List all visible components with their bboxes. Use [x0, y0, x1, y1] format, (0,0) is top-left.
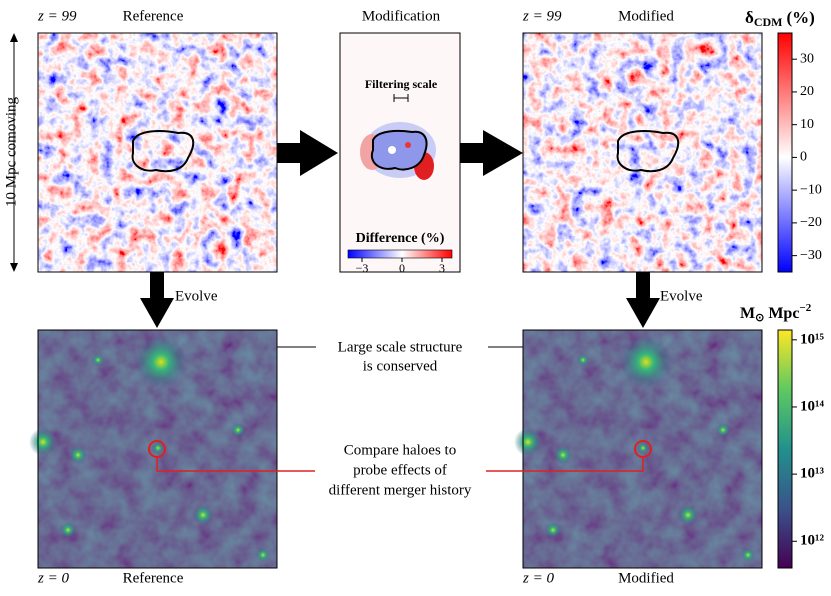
panel-label: Modified: [618, 570, 674, 586]
colorbar-tick-label: 10¹²: [800, 533, 824, 549]
evolve-label: Evolve: [660, 288, 703, 304]
density-colorbar: [777, 32, 793, 273]
panel-label: Reference: [123, 570, 184, 586]
colorbar-tick-label: 20: [800, 84, 814, 99]
colorbar-tick-label: 10¹³: [800, 466, 824, 482]
scale-label: 10 Mpc comoving: [3, 97, 19, 207]
redshift: z = 99: [37, 8, 77, 24]
colorbar-tick-label: −30: [800, 248, 822, 263]
subscript: ⊙: [755, 312, 764, 324]
symbol: δ: [745, 8, 754, 27]
unit: (%): [787, 8, 815, 27]
difference-label: Difference (%): [356, 231, 445, 246]
annotation: probe effects of: [353, 462, 447, 478]
colorbar-tick-label: 10: [800, 117, 814, 132]
redshift: z = 99: [522, 8, 562, 24]
colorbar-tick-label: 0: [800, 150, 807, 165]
colorbar-tick-label: 0: [399, 261, 405, 275]
panel-final-modified: [514, 329, 763, 569]
panel-label: Reference: [123, 8, 184, 24]
evolve-label: Evolve: [175, 288, 218, 304]
annotation: is conserved: [363, 358, 438, 374]
subscript: CDM: [754, 15, 783, 29]
arrows: [10, 33, 660, 472]
mass-colorbar-title: M⊙ Mpc−2: [740, 302, 812, 324]
filtering-scale: Filtering scale: [365, 77, 438, 91]
panel-difference: [339, 32, 461, 273]
modification-title: Modification: [362, 8, 441, 24]
colorbar-tick-label: −3: [356, 261, 369, 275]
annotation: Compare haloes to: [344, 442, 456, 458]
unit: Mpc: [768, 305, 799, 322]
annotation: Large scale structure: [338, 339, 463, 355]
colorbar-tick-label: 30: [800, 51, 814, 66]
colorbar-tick-label: −10: [800, 182, 822, 197]
panel-initial-reference: [37, 32, 278, 273]
panel-final-reference: [29, 329, 278, 569]
mass-colorbar: [777, 329, 793, 569]
colorbar-tick-label: 3: [439, 261, 445, 275]
panel-initial-modified: [522, 32, 763, 273]
base: M: [740, 305, 755, 322]
panel-label: Modified: [618, 8, 674, 24]
redshift: z = 0: [522, 570, 554, 586]
annotation: different merger history: [329, 482, 472, 498]
density-colorbar-title: δCDM (%): [745, 8, 815, 29]
colorbar-tick-label: 10¹⁵: [800, 331, 824, 347]
colorbar-tick-label: −20: [800, 215, 822, 230]
exponent: −2: [799, 302, 811, 314]
colorbar-tick-label: 10¹⁴: [800, 398, 824, 414]
redshift: z = 0: [37, 570, 69, 586]
